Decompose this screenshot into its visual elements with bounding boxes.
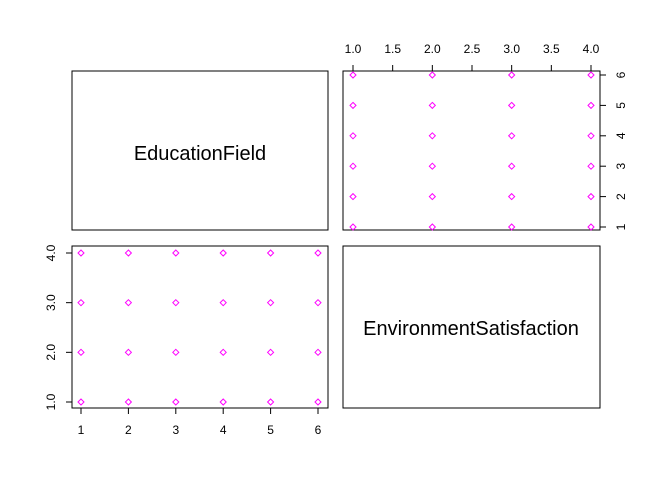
x-tick-label: 2.5 (464, 42, 481, 56)
x-tick-label: 3.0 (503, 42, 520, 56)
data-point (314, 249, 322, 257)
data-point (349, 223, 357, 231)
data-point (314, 298, 322, 307)
data-point (349, 162, 357, 170)
data-point (428, 71, 437, 79)
x-tick-label: 2 (125, 423, 132, 437)
data-point (77, 249, 85, 257)
data-point (124, 348, 133, 357)
data-point (428, 192, 437, 201)
data-point (219, 348, 227, 357)
y-tick-label: 4.0 (44, 244, 58, 261)
data-point (266, 398, 275, 406)
data-point (507, 101, 516, 110)
y-tick-label: 5 (614, 102, 628, 109)
x-tick-label: 6 (315, 423, 322, 437)
data-point (587, 162, 595, 170)
y-tick-label: 3.0 (44, 294, 58, 311)
data-point (349, 101, 357, 110)
diagonal-label-education-field: EducationField (134, 143, 266, 165)
scatter-panel-top-right-content: 1.0 1.5 2.0 2.5 3.0 3.5 4.0 1 2 3 4 5 6 (345, 42, 628, 231)
x-tick-label: 1 (78, 423, 85, 437)
x-tick-label: 4 (220, 423, 227, 437)
x-tick-label: 2.0 (424, 42, 441, 56)
scatter-panel-bottom-left (71, 245, 329, 409)
data-point (219, 398, 227, 406)
x-tick-label: 1.5 (384, 42, 401, 56)
data-point (507, 71, 516, 79)
data-point (124, 249, 133, 257)
data-point (172, 398, 180, 406)
data-point (314, 398, 322, 406)
data-point (172, 249, 180, 257)
diagonal-panel-education-field (71, 70, 329, 231)
data-point (349, 192, 357, 201)
y-tick-label: 6 (614, 71, 628, 78)
data-point (124, 398, 133, 406)
x-tick-label: 4.0 (583, 42, 600, 56)
y-tick-label: 1 (614, 223, 628, 230)
data-point (77, 298, 85, 307)
data-point (349, 132, 357, 140)
data-point (587, 192, 595, 201)
data-point (507, 223, 516, 231)
data-point (587, 71, 595, 79)
data-point (587, 132, 595, 140)
data-point (219, 298, 227, 307)
data-point (266, 348, 275, 357)
data-point (587, 101, 595, 110)
data-point (314, 348, 322, 357)
x-tick-label: 1.0 (345, 42, 362, 56)
data-point (266, 298, 275, 307)
data-point (507, 132, 516, 140)
data-point (124, 298, 133, 307)
y-tick-label: 3 (614, 163, 628, 170)
data-point (172, 298, 180, 307)
diagonal-label-environment-satisfaction: EnvironmentSatisfaction (363, 318, 579, 340)
data-point (77, 398, 85, 406)
data-point (172, 348, 180, 357)
data-point (77, 348, 85, 357)
data-point (349, 71, 357, 79)
scatter-panel-top-right (342, 70, 601, 231)
data-point (587, 223, 595, 231)
x-tick-label: 3 (172, 423, 179, 437)
data-point (266, 249, 275, 257)
x-tick-label: 5 (267, 423, 274, 437)
x-tick-label: 3.5 (543, 42, 560, 56)
y-tick-label: 4 (614, 132, 628, 139)
data-point (428, 132, 437, 140)
y-tick-label: 1.0 (44, 393, 58, 410)
y-tick-label: 2 (614, 193, 628, 200)
data-point (428, 223, 437, 231)
data-point (428, 162, 437, 170)
data-point (219, 249, 227, 257)
data-point (507, 192, 516, 201)
data-point (507, 162, 516, 170)
data-point (428, 101, 437, 110)
scatter-panel-bottom-left-content: 1 2 3 4 5 6 1.0 2.0 3.0 4.0 (44, 244, 322, 437)
diagonal-panel-environment-satisfaction (342, 245, 601, 409)
y-tick-label: 2.0 (44, 344, 58, 361)
